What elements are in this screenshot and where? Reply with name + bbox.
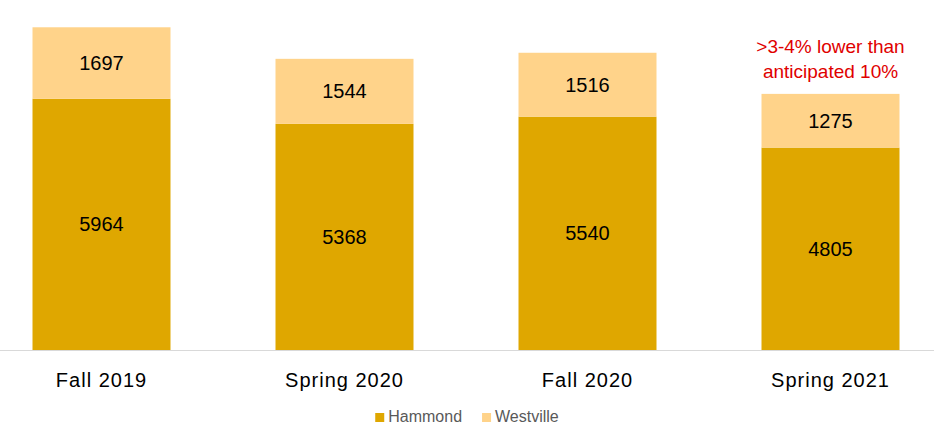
annotation-line: >3-4% lower than <box>756 36 904 57</box>
legend-swatch <box>375 413 384 422</box>
baseline <box>0 350 934 351</box>
annotation-line: anticipated 10% <box>763 61 898 82</box>
data-labels: 5964 5368 5540 4805 1697 1544 1516 1275 <box>79 52 853 260</box>
chart: 5964 5368 5540 4805 1697 1544 1516 1275 Fall 201… <box>0 0 934 446</box>
category-label: Fall 2019 <box>56 369 147 391</box>
bar-segment <box>519 117 657 350</box>
bar-segment <box>276 124 414 350</box>
data-label: 1275 <box>808 110 853 132</box>
bars <box>33 27 900 350</box>
legend-label: Hammond <box>388 408 462 425</box>
data-label: 1697 <box>79 52 124 74</box>
data-label: 4805 <box>808 238 853 260</box>
legend-swatch <box>482 413 491 422</box>
category-label: Spring 2021 <box>771 369 890 391</box>
annotation: >3-4% lower than anticipated 10% <box>756 36 904 82</box>
data-label: 1544 <box>322 80 367 102</box>
legend: Hammond Westville <box>375 408 559 425</box>
bar-segment <box>33 99 171 350</box>
bar-segment <box>276 59 414 124</box>
bar-segment <box>519 53 657 117</box>
legend-label: Westville <box>495 408 559 425</box>
data-label: 1516 <box>565 74 610 96</box>
bar-segment <box>762 148 900 350</box>
category-label: Spring 2020 <box>285 369 404 391</box>
bar-segment <box>33 27 171 98</box>
bar-segment <box>762 94 900 148</box>
data-label: 5964 <box>79 213 124 235</box>
data-label: 5540 <box>565 222 610 244</box>
category-label: Fall 2020 <box>542 369 633 391</box>
data-label: 5368 <box>322 226 367 248</box>
